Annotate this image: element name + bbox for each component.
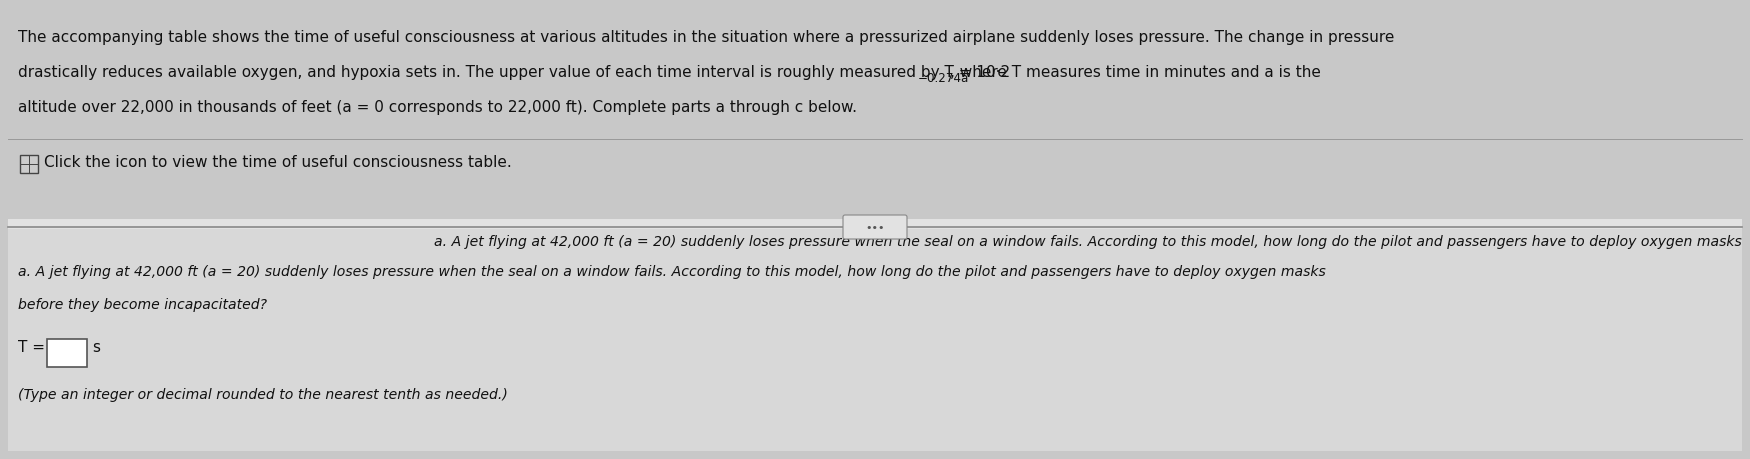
Text: The accompanying table shows the time of useful consciousness at various altitud: The accompanying table shows the time of… (18, 30, 1395, 45)
Text: Click the icon to view the time of useful consciousness table.: Click the icon to view the time of usefu… (44, 155, 511, 170)
FancyBboxPatch shape (844, 216, 906, 240)
Text: s: s (93, 339, 100, 354)
Text: altitude over 22,000 in thousands of feet (a = 0 corresponds to 22,000 ft). Comp: altitude over 22,000 in thousands of fee… (18, 100, 858, 115)
Text: a. A jet flying at 42,000 ft (a = 20) suddenly loses pressure when the seal on a: a. A jet flying at 42,000 ft (a = 20) su… (18, 264, 1326, 279)
Text: , where T measures time in minutes and a is the: , where T measures time in minutes and a… (950, 65, 1321, 80)
Text: drastically reduces available oxygen, and hypoxia sets in. The upper value of ea: drastically reduces available oxygen, an… (18, 65, 1010, 80)
Text: •••: ••• (864, 223, 886, 233)
Text: a. A jet flying at 42,000 ft (a = 20) suddenly loses pressure when the seal on a: a. A jet flying at 42,000 ft (a = 20) su… (434, 235, 1741, 248)
Text: before they become incapacitated?: before they become incapacitated? (18, 297, 268, 311)
FancyBboxPatch shape (9, 219, 1741, 429)
FancyBboxPatch shape (47, 339, 88, 367)
FancyBboxPatch shape (9, 230, 1741, 451)
Text: −0.274a: −0.274a (919, 72, 970, 85)
Text: (Type an integer or decimal rounded to the nearest tenth as needed.): (Type an integer or decimal rounded to t… (18, 387, 507, 401)
Text: T =: T = (18, 339, 46, 354)
FancyBboxPatch shape (19, 156, 38, 174)
